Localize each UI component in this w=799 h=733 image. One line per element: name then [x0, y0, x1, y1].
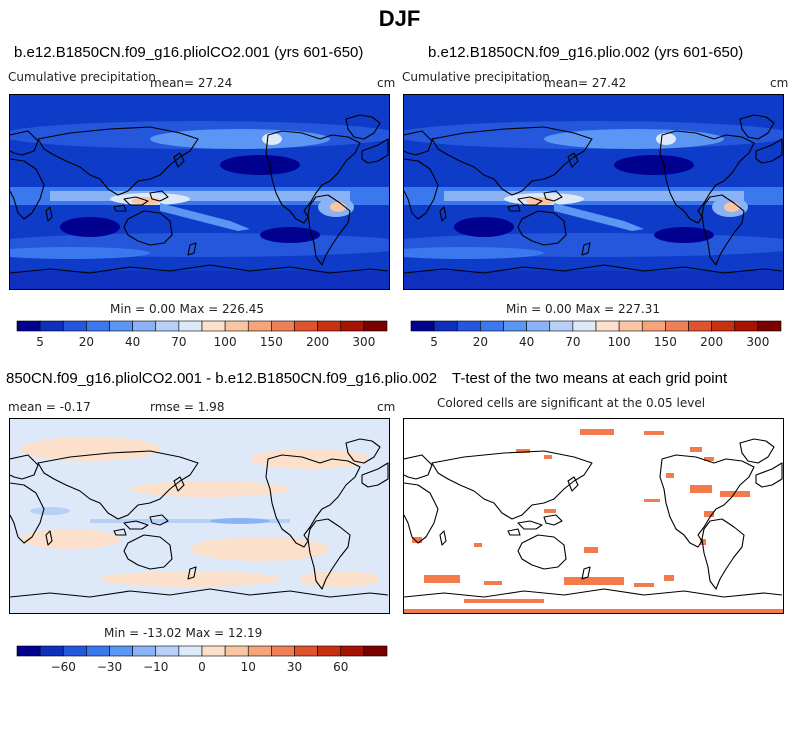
colorbar-tick-label: 5 [430, 335, 438, 349]
colorbar-swatch [132, 320, 157, 332]
units-label-top-left: cm [377, 76, 396, 90]
colorbar-tick-label: 70 [171, 335, 186, 349]
colorbar-swatch [317, 645, 342, 657]
colorbar-tick-label: 60 [333, 660, 348, 674]
colorbar-swatch [340, 645, 365, 657]
colorbar-tick-label: 0 [198, 660, 206, 674]
colorbar-swatch [178, 645, 203, 657]
mean-label-bottom-left: mean = -0.17 [8, 400, 91, 414]
panel-title-top-right: b.e12.B1850CN.f09_g16.plio.002 (yrs 601-… [428, 44, 744, 61]
colorbar-precip-left: 5 20 40 70 100 150 200 300 [16, 320, 388, 351]
colorbar-swatch [688, 320, 712, 332]
minmax-top-left: Min = 0.00 Max = 226.45 [110, 302, 264, 316]
colorbar-tick-label: −60 [51, 660, 76, 674]
colorbar-tick-label: −30 [97, 660, 122, 674]
mean-label-top-right: mean= 27.42 [544, 76, 627, 90]
colorbar-precip-right: 5 20 40 70 100 150 200 300 [410, 320, 782, 351]
colorbar-tick-label: 100 [608, 335, 631, 349]
colorbar-tick-label: 20 [473, 335, 488, 349]
colorbar-swatch [503, 320, 527, 332]
colorbar-swatch [39, 645, 64, 657]
colorbar-tick-label: 30 [287, 660, 302, 674]
colorbar-tick-label: 200 [700, 335, 723, 349]
colorbar-swatch [109, 320, 133, 332]
colorbar-swatch [62, 645, 87, 657]
colorbar-swatch [734, 320, 759, 332]
colorbar-swatch [641, 320, 666, 332]
colorbar-swatch [16, 320, 41, 332]
colorbar-swatch [132, 645, 157, 657]
colorbar-swatch [201, 320, 226, 332]
colorbar-swatch [757, 320, 782, 332]
colorbar-tick-label: 70 [565, 335, 580, 349]
colorbar-tick-label: 200 [306, 335, 329, 349]
colorbar-tick-label: 20 [79, 335, 94, 349]
colorbar-tick-label: 100 [214, 335, 237, 349]
significance-map [403, 418, 784, 614]
precip-map-right [403, 94, 784, 290]
colorbar-swatch [271, 645, 295, 657]
mean-label-top-left: mean= 27.24 [150, 76, 233, 90]
colorbar-tick-label: 300 [746, 335, 769, 349]
colorbar-swatch [480, 320, 504, 332]
colorbar-swatch [16, 645, 41, 657]
colorbar-tick-label: −10 [143, 660, 168, 674]
colorbar-swatch [363, 645, 388, 657]
colorbar-swatch [224, 320, 249, 332]
colorbar-swatch [526, 320, 551, 332]
variable-label-top-right: Cumulative precipitation [402, 70, 550, 84]
colorbar-swatch [224, 645, 249, 657]
colorbar-swatch [572, 320, 597, 332]
colorbar-swatch [711, 320, 736, 332]
colorbar-tick-label: 150 [654, 335, 677, 349]
colorbar-swatch [201, 645, 226, 657]
colorbar-swatch [155, 320, 180, 332]
colorbar-swatch [665, 320, 689, 332]
colorbar-swatch [155, 645, 180, 657]
figure-title: DJF [378, 6, 421, 31]
diff-title-text: 850CN.f09_g16.pliolCO2.001 - b.e12.B1850… [6, 370, 438, 387]
colorbar-swatch [317, 320, 342, 332]
colorbar-swatch [294, 320, 318, 332]
colorbar-swatch [39, 320, 64, 332]
colorbar-swatch [86, 320, 110, 332]
colorbar-tick-label: 5 [36, 335, 44, 349]
colorbar-swatch [363, 320, 388, 332]
colorbar-swatch [271, 320, 295, 332]
colorbar-swatch [340, 320, 365, 332]
colorbar-diff: −60 −30 −10 0 10 30 60 [16, 645, 388, 676]
rmse-label-bottom-left: rmse = 1.98 [150, 400, 225, 414]
colorbar-swatch [62, 320, 87, 332]
colorbar-swatch [86, 645, 110, 657]
colorbar-tick-label: 40 [125, 335, 140, 349]
colorbar-swatch [247, 645, 272, 657]
panel-title-top-left: b.e12.B1850CN.f09_g16.pliolCO2.001 (yrs … [14, 44, 364, 61]
colorbar-swatch [618, 320, 643, 332]
panel-title-bottom-left: 850CN.f09_g16.pliolCO2.001 - b.e12.B1850… [0, 370, 440, 387]
subtitle-bottom-right: Colored cells are significant at the 0.0… [437, 396, 706, 410]
precip-map-left [9, 94, 390, 290]
colorbar-swatch [433, 320, 458, 332]
difference-map [9, 418, 390, 614]
minmax-bottom-left: Min = -13.02 Max = 12.19 [104, 626, 263, 640]
colorbar-tick-label: 40 [519, 335, 534, 349]
colorbar-swatch [294, 645, 318, 657]
colorbar-swatch [456, 320, 481, 332]
minmax-top-right: Min = 0.00 Max = 227.31 [506, 302, 660, 316]
colorbar-tick-label: 10 [241, 660, 256, 674]
colorbar-swatch [178, 320, 203, 332]
colorbar-swatch [109, 645, 133, 657]
colorbar-tick-label: 300 [352, 335, 375, 349]
variable-label-top-left: Cumulative precipitation [8, 70, 156, 84]
units-label-top-right: cm [770, 76, 789, 90]
colorbar-swatch [410, 320, 435, 332]
units-label-bottom-left: cm [377, 400, 396, 414]
significant-cells [404, 429, 783, 613]
colorbar-tick-label: 150 [260, 335, 283, 349]
colorbar-swatch [595, 320, 620, 332]
colorbar-swatch [247, 320, 272, 332]
colorbar-swatch [549, 320, 574, 332]
panel-title-bottom-right: T-test of the two means at each grid poi… [452, 370, 728, 387]
